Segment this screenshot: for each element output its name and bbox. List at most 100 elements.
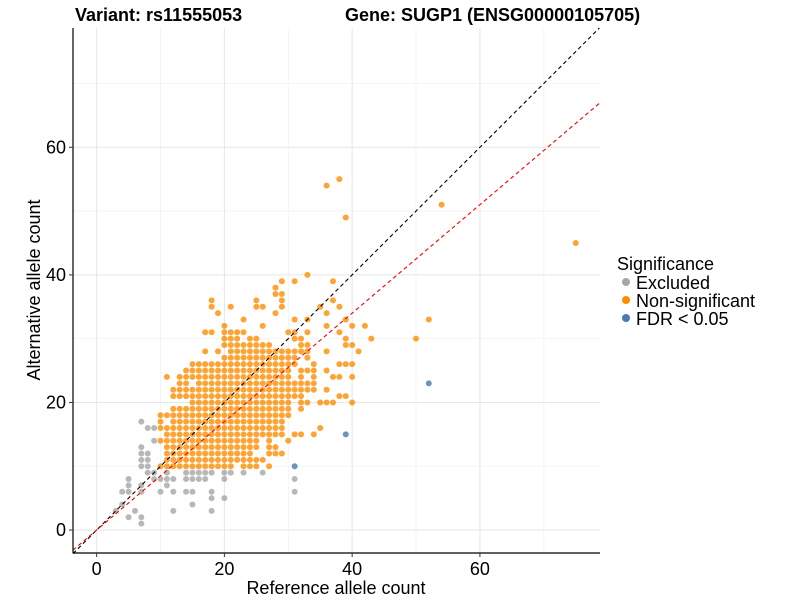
point-excluded <box>170 488 177 495</box>
point-non-significant <box>317 424 324 431</box>
point-non-significant <box>253 380 260 387</box>
point-non-significant <box>342 393 349 400</box>
chart-title-variant: Variant: rs11555053 <box>75 5 242 25</box>
point-non-significant <box>355 348 362 355</box>
point-non-significant <box>208 329 215 336</box>
point-non-significant <box>208 367 215 374</box>
point-excluded <box>240 469 247 476</box>
point-non-significant <box>221 450 228 457</box>
point-non-significant <box>438 201 445 208</box>
y-tick-label: 40 <box>46 265 66 285</box>
legend: Significance Excluded Non-significant FD… <box>617 254 755 329</box>
point-non-significant <box>278 303 285 310</box>
point-non-significant <box>259 303 266 310</box>
point-non-significant <box>272 367 279 374</box>
point-non-significant <box>246 456 253 463</box>
point-non-significant <box>215 348 222 355</box>
point-non-significant <box>202 405 209 412</box>
point-excluded <box>189 488 196 495</box>
x-tick-label: 20 <box>214 559 234 579</box>
point-non-significant <box>221 405 228 412</box>
point-non-significant <box>221 386 228 393</box>
point-non-significant <box>157 437 164 444</box>
point-non-significant <box>253 342 260 349</box>
point-excluded <box>151 437 158 444</box>
point-non-significant <box>259 424 266 431</box>
point-non-significant <box>246 405 253 412</box>
point-non-significant <box>298 335 305 342</box>
point-non-significant <box>298 399 305 406</box>
point-non-significant <box>170 386 177 393</box>
legend-swatch-non-significant <box>622 296 630 304</box>
point-non-significant <box>285 393 292 400</box>
point-non-significant <box>278 291 285 298</box>
point-non-significant <box>259 399 266 406</box>
point-non-significant <box>227 354 234 361</box>
point-non-significant <box>189 444 196 451</box>
point-non-significant <box>278 418 285 425</box>
point-non-significant <box>240 450 247 457</box>
point-non-significant <box>163 424 170 431</box>
point-non-significant <box>253 399 260 406</box>
point-excluded <box>208 507 215 514</box>
point-excluded <box>157 488 164 495</box>
point-non-significant <box>304 399 311 406</box>
point-non-significant <box>221 342 228 349</box>
point-excluded <box>221 469 228 476</box>
point-non-significant <box>221 329 228 336</box>
point-non-significant <box>246 450 253 457</box>
point-non-significant <box>291 354 298 361</box>
point-non-significant <box>195 463 202 470</box>
point-non-significant <box>278 431 285 438</box>
point-non-significant <box>208 424 215 431</box>
point-non-significant <box>298 373 305 380</box>
point-non-significant <box>176 463 183 470</box>
point-non-significant <box>259 456 266 463</box>
point-non-significant <box>425 316 432 323</box>
point-non-significant <box>170 405 177 412</box>
point-non-significant <box>221 444 228 451</box>
point-non-significant <box>202 450 209 457</box>
point-non-significant <box>176 431 183 438</box>
point-non-significant <box>329 373 336 380</box>
point-non-significant <box>208 380 215 387</box>
point-non-significant <box>246 342 253 349</box>
chart-title-gene: Gene: SUGP1 (ENSG00000105705) <box>345 5 640 25</box>
point-non-significant <box>266 367 273 374</box>
point-non-significant <box>157 412 164 419</box>
point-non-significant <box>202 348 209 355</box>
point-non-significant <box>234 437 241 444</box>
point-non-significant <box>234 367 241 374</box>
point-non-significant <box>195 450 202 457</box>
point-non-significant <box>208 405 215 412</box>
point-non-significant <box>189 424 196 431</box>
point-non-significant <box>272 380 279 387</box>
point-non-significant <box>195 418 202 425</box>
point-non-significant <box>176 437 183 444</box>
point-non-significant <box>240 386 247 393</box>
point-non-significant <box>291 386 298 393</box>
point-excluded <box>144 469 151 476</box>
point-non-significant <box>234 412 241 419</box>
point-non-significant <box>208 297 215 304</box>
point-excluded <box>291 476 298 483</box>
point-non-significant <box>266 418 273 425</box>
point-non-significant <box>291 335 298 342</box>
point-non-significant <box>227 463 234 470</box>
point-non-significant <box>208 373 215 380</box>
point-non-significant <box>323 310 330 317</box>
point-non-significant <box>215 380 222 387</box>
point-non-significant <box>240 412 247 419</box>
point-non-significant <box>202 373 209 380</box>
point-non-significant <box>215 373 222 380</box>
point-non-significant <box>298 405 305 412</box>
point-non-significant <box>183 380 190 387</box>
x-axis-title: Reference allele count <box>246 578 425 598</box>
point-non-significant <box>183 431 190 438</box>
point-non-significant <box>298 348 305 355</box>
reference-line-fit <box>72 102 601 551</box>
point-non-significant <box>336 361 343 368</box>
point-excluded <box>125 482 132 489</box>
point-non-significant <box>227 412 234 419</box>
point-non-significant <box>215 431 222 438</box>
